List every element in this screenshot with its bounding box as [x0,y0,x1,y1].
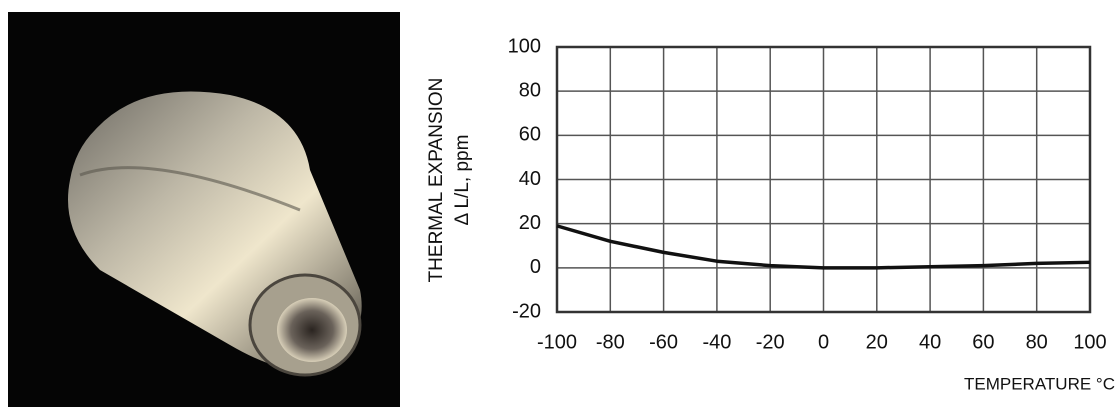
x-tick-label: 20 [866,331,888,353]
y-tick-label: 40 [519,168,541,190]
chart: -20 0 20 40 60 80 100 -100 -80 -60 -40 -20 0 20 40 60 80… [426,35,1115,393]
y-axis-label: Δ L/L, ppm [452,135,473,226]
data-line [556,224,1091,270]
y-axis-label: THERMAL EXPANSION [426,78,447,283]
plot-frame [555,45,1092,314]
y-tick-label: 60 [519,124,541,146]
x-tick-label: -60 [649,331,678,353]
x-tick-label: -80 [596,331,625,353]
y-tick-label: 100 [508,35,541,57]
x-tick-label: -40 [702,331,731,353]
y-tick-label: 0 [530,256,541,278]
x-tick-label: 100 [1073,331,1106,353]
y-tick-label: -20 [512,300,541,322]
x-tick-label: 0 [818,331,829,353]
x-tick-label: 60 [972,331,994,353]
x-axis-label: TEMPERATURE °C [964,374,1115,393]
x-tick-label: 80 [1026,331,1048,353]
x-tick-label: 40 [919,331,941,353]
x-tick-label: -20 [756,331,785,353]
y-tick-label: 20 [519,212,541,234]
x-tick-label: -100 [537,331,577,353]
y-tick-label: 80 [519,79,541,101]
photo [8,12,400,407]
